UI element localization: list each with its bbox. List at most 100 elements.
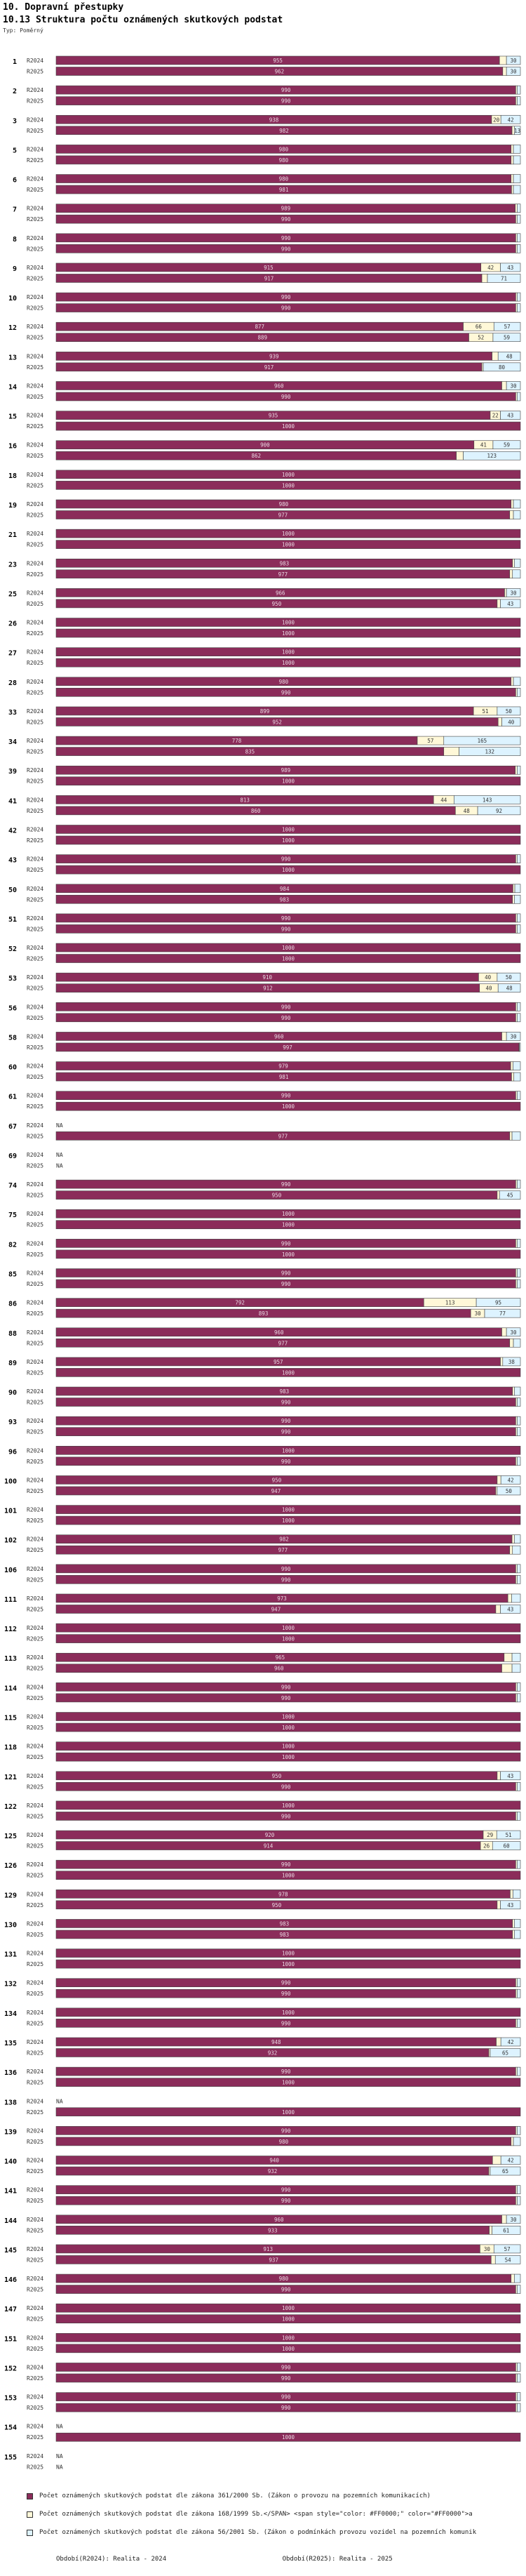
- legend: Počet oznámených skutkových podstat dle …: [27, 2490, 522, 2545]
- bar-segment-zak56: [500, 2037, 521, 2047]
- period-label: R2024: [27, 2010, 43, 2016]
- bar-group-122: 122 R2024 1000 R2025 990: [4, 1800, 521, 1821]
- bar-group-75: 75 R2024 1000 R2025 1000: [8, 1209, 521, 1230]
- period-label: R2025: [27, 1488, 43, 1494]
- data-label: 1000: [282, 542, 295, 548]
- period-label: R2025: [27, 1754, 43, 1760]
- data-label: 973: [277, 1595, 287, 1602]
- group-label: 141: [4, 2188, 17, 2196]
- data-label: 952: [272, 719, 282, 725]
- group-label: 7: [13, 206, 17, 214]
- period-label: R2025: [27, 2168, 43, 2175]
- group-label: 27: [8, 650, 17, 658]
- bar-segment-zak56: [517, 2019, 521, 2028]
- bar-group-141: 141 R2024 990 R2025 990: [4, 2185, 521, 2205]
- group-label: 15: [8, 413, 17, 421]
- data-label: 990: [281, 294, 291, 300]
- period-label: R2024: [27, 1240, 43, 1247]
- bar-segment-zak56: [513, 145, 521, 154]
- bar-segment-zak56: [513, 2137, 521, 2146]
- bar-segment-zak56: [492, 1841, 521, 1850]
- bar-segment-zak56: [513, 1072, 521, 1082]
- period-label: R2025: [27, 1103, 43, 1110]
- period-label: R2025: [27, 423, 43, 430]
- bar-segment-zak56: [506, 2215, 521, 2224]
- bar-segment-zak56: [517, 2126, 521, 2135]
- period-label: R2024: [27, 1447, 43, 1454]
- data-label: 960: [274, 1033, 284, 1040]
- group-label: 152: [4, 2365, 17, 2372]
- data-label: 1000: [282, 2316, 295, 2323]
- period-label: R2024: [27, 1388, 43, 1395]
- bar-segment-zak168: [515, 765, 518, 775]
- bar-segment-zak361: [55, 647, 521, 656]
- period-label: R2024: [27, 1832, 43, 1838]
- group-label: 42: [8, 827, 17, 835]
- data-label: 939: [269, 353, 279, 359]
- data-label: 778: [232, 738, 242, 744]
- period-label: R2025: [27, 2050, 43, 2056]
- period-label: R2025: [27, 128, 43, 134]
- bar-segment-zak56: [483, 362, 521, 372]
- bar-segment-zak56: [517, 1397, 521, 1407]
- group-label: 131: [4, 1951, 17, 1959]
- period-label: R2024: [27, 886, 43, 892]
- bar-group-153: 153 R2024 990 R2025 990: [4, 2392, 521, 2412]
- data-label: 43: [507, 413, 513, 419]
- data-label: 1000: [282, 837, 295, 844]
- period-label: R2024: [27, 353, 43, 359]
- data-label: 80: [499, 364, 506, 371]
- data-label: 990: [281, 2405, 291, 2411]
- data-label: 95: [495, 1300, 501, 1306]
- period-label: R2024: [27, 856, 43, 863]
- group-label: 86: [8, 1301, 17, 1308]
- bar-segment-zak168: [512, 558, 515, 568]
- data-label: 1000: [282, 956, 295, 962]
- period-label: R2024: [27, 560, 43, 566]
- bar-segment-zak361: [55, 658, 521, 668]
- period-label: R2025: [27, 512, 43, 519]
- period-label: R2024: [27, 1773, 43, 1779]
- bar-segment-zak56: [517, 1279, 521, 1289]
- legend-item-zak361: Počet oznámených skutkových podstat dle …: [27, 2490, 522, 2502]
- data-label: 143: [483, 797, 492, 803]
- data-label: 1000: [282, 1211, 295, 1217]
- data-label: 980: [279, 157, 289, 164]
- data-label: 980: [279, 679, 289, 685]
- period-label: R2024: [27, 797, 43, 803]
- period-label: R2025: [27, 630, 43, 637]
- group-label: 19: [8, 502, 17, 510]
- bar-segment-zak56: [517, 392, 521, 401]
- bar-segment-zak168: [509, 1338, 514, 1348]
- data-label: 913: [263, 2246, 273, 2252]
- group-label: 93: [8, 1419, 17, 1426]
- data-label: 948: [271, 2039, 281, 2045]
- group-label: 126: [4, 1862, 17, 1870]
- group-label: 51: [8, 916, 17, 924]
- bar-segment-zak361: [55, 481, 521, 490]
- data-label: 1000: [282, 649, 295, 656]
- group-label: 41: [8, 797, 17, 805]
- bar-segment-zak56: [459, 747, 521, 756]
- bar-segment-zak168: [501, 381, 507, 390]
- period-label: R2024: [27, 2098, 43, 2104]
- group-label: 12: [8, 324, 17, 332]
- data-label: 65: [502, 2050, 508, 2056]
- data-label: 113: [445, 1300, 455, 1306]
- bar-group-23: 23 R2024 983 R2025 977: [8, 558, 521, 579]
- period-label: R2025: [27, 2346, 43, 2352]
- bar-segment-zak56: [517, 765, 521, 775]
- period-label: R2024: [27, 2364, 43, 2370]
- data-label: 1000: [282, 1103, 295, 1110]
- data-label: 123: [487, 453, 497, 459]
- bar-segment-zak56: [517, 204, 521, 213]
- legend-label-zak56: Počet oznámených skutkových podstat dle …: [39, 2529, 477, 2536]
- data-label: 983: [280, 896, 290, 903]
- bar-segment-zak56: [497, 706, 521, 716]
- data-label: 900: [260, 442, 270, 449]
- group-label: 74: [8, 1182, 17, 1190]
- period-label: R2025: [27, 364, 43, 371]
- data-label: 1000: [282, 1873, 295, 1879]
- chart-type-label: Typ: Poměrný: [3, 27, 43, 34]
- period-label: R2025: [27, 1873, 43, 1879]
